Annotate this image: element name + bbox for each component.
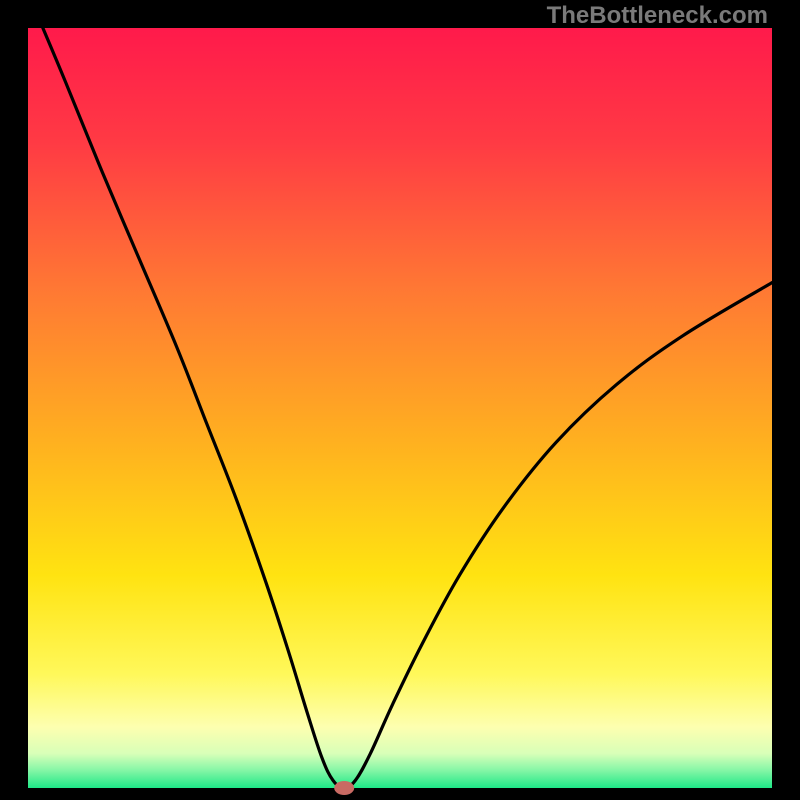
- minimum-marker: [334, 781, 354, 795]
- plot-svg: [0, 0, 800, 800]
- watermark-text: TheBottleneck.com: [547, 2, 768, 30]
- plot-background: [28, 28, 772, 788]
- chart-container: TheBottleneck.com: [0, 0, 800, 800]
